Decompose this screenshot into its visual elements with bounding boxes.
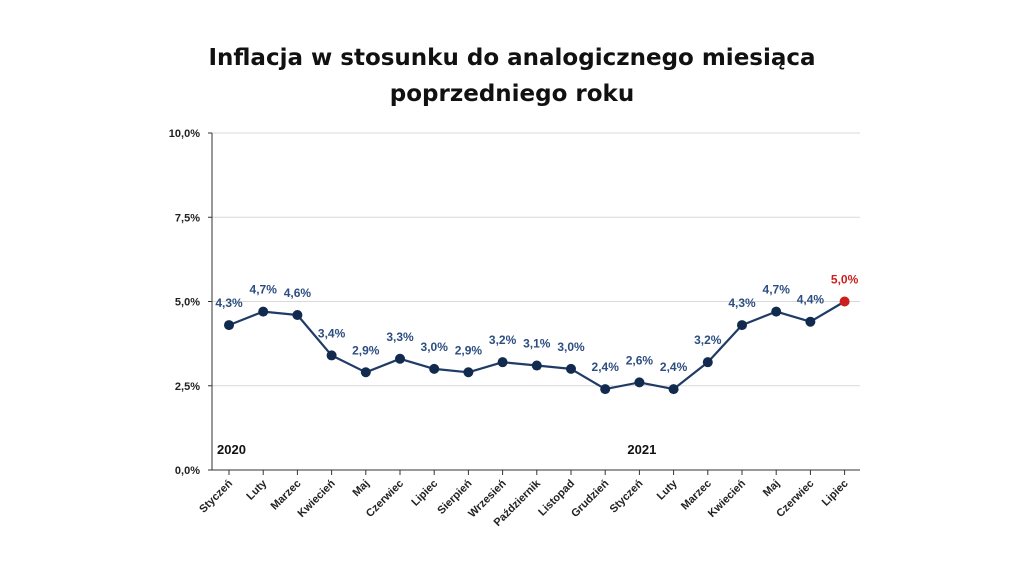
data-point <box>702 357 713 368</box>
x-tick-label: Lipiec <box>409 478 440 509</box>
data-label: 3,3% <box>386 330 414 344</box>
data-label: 2,9% <box>455 343 483 357</box>
x-tick-label: Czerwiec <box>364 478 406 520</box>
data-label: 2,4% <box>592 360 620 374</box>
data-label: 3,2% <box>489 333 517 347</box>
data-label: 2,4% <box>660 360 688 374</box>
year-label: 2020 <box>217 442 246 457</box>
year-label: 2021 <box>627 442 656 457</box>
data-point <box>224 320 234 331</box>
gridlines <box>212 132 860 387</box>
x-tick-label: Luty <box>655 477 681 503</box>
x-tick-label: Maj <box>350 478 371 499</box>
data-points <box>224 296 850 395</box>
data-point-highlight <box>839 296 850 307</box>
axes <box>208 132 860 475</box>
x-tick-label: Maj <box>761 478 782 499</box>
data-label: 4,6% <box>284 286 312 300</box>
data-point <box>805 316 816 327</box>
data-point <box>429 363 440 374</box>
data-label: 4,3% <box>728 296 756 310</box>
year-labels: 2020 2021 <box>217 442 656 457</box>
data-label: 2,6% <box>626 353 654 367</box>
data-point <box>258 306 269 317</box>
data-point <box>531 360 542 371</box>
data-point <box>463 367 474 378</box>
data-point <box>634 377 645 388</box>
y-tick-labels: 0,0% 2,5% 5,0% 7,5% 10,0% <box>169 128 200 477</box>
data-label: 4,4% <box>797 293 825 307</box>
data-point <box>497 357 508 368</box>
chart-title-line-2: poprzedniego roku <box>389 81 635 107</box>
data-point <box>395 353 405 364</box>
data-labels: 4,3% 4,7% 4,6% 3,4% 2,9% 3,3% 3,0% 2,9% 3,2% 3,1%… <box>215 273 858 375</box>
x-tick-label: Czerwiec <box>774 478 816 520</box>
data-label: 3,0% <box>557 340 585 354</box>
data-label-highlight: 5,0% <box>831 273 859 287</box>
y-tick-label: 0,0% <box>175 465 200 477</box>
data-point <box>326 350 337 361</box>
x-tick-label: Grudzień <box>569 477 611 519</box>
data-label: 4,7% <box>763 283 791 297</box>
data-label: 3,1% <box>523 337 551 351</box>
chart-title-line-1: Inflacja w stosunku do analogicznego mie… <box>208 45 816 71</box>
data-label: 3,0% <box>421 340 449 354</box>
data-label: 3,2% <box>694 333 722 347</box>
y-tick-label: 10,0% <box>169 128 200 140</box>
x-tick-label: Kwiecień <box>296 477 338 519</box>
y-tick-label: 5,0% <box>175 297 200 309</box>
chart-title: Inflacja w stosunku do analogicznego mie… <box>0 40 1024 112</box>
x-tick-label: Lipiec <box>820 478 851 509</box>
data-point <box>668 384 679 395</box>
data-point <box>292 309 303 320</box>
x-tick-label: Kwiecień <box>706 477 748 519</box>
y-tick-label: 2,5% <box>175 381 200 393</box>
data-point <box>600 384 611 395</box>
data-label: 4,3% <box>215 296 243 310</box>
y-tick-label: 7,5% <box>175 212 200 224</box>
data-point <box>566 363 576 374</box>
data-label: 3,4% <box>318 326 346 340</box>
x-tick-label: Luty <box>244 477 270 503</box>
x-tick-label: Styczeń <box>197 477 235 515</box>
data-point <box>771 306 782 317</box>
data-label: 4,7% <box>250 283 278 297</box>
x-tick-label: Styczeń <box>608 477 646 515</box>
data-label: 2,9% <box>352 343 380 357</box>
data-point <box>737 320 747 331</box>
data-point <box>360 367 371 378</box>
